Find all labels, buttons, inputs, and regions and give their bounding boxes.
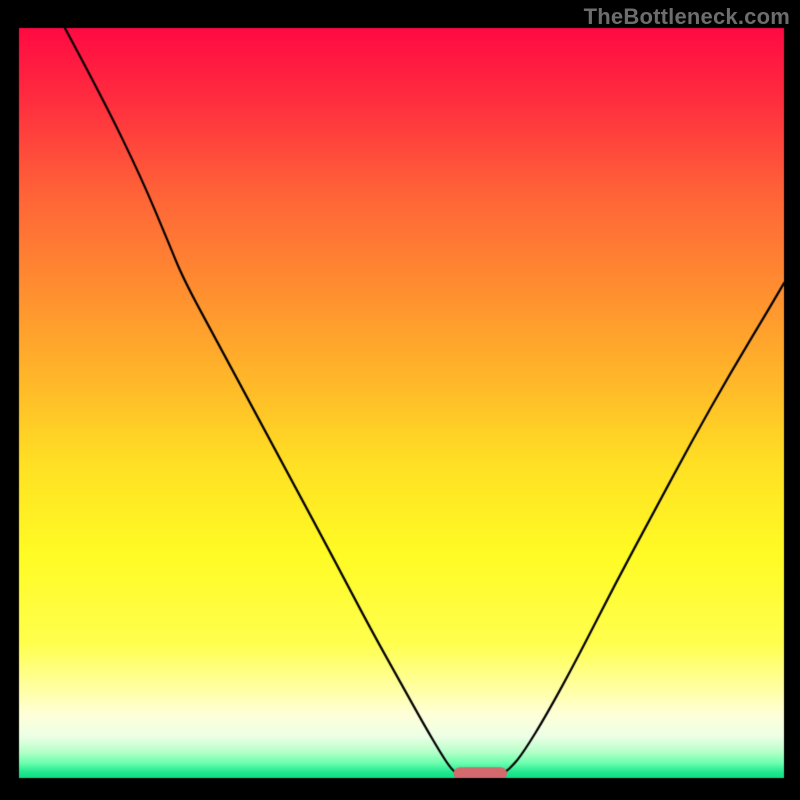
chart-stage: TheBottleneck.com bbox=[0, 0, 800, 800]
bottleneck-gradient-chart bbox=[0, 0, 800, 800]
watermark-label: TheBottleneck.com bbox=[584, 4, 790, 30]
